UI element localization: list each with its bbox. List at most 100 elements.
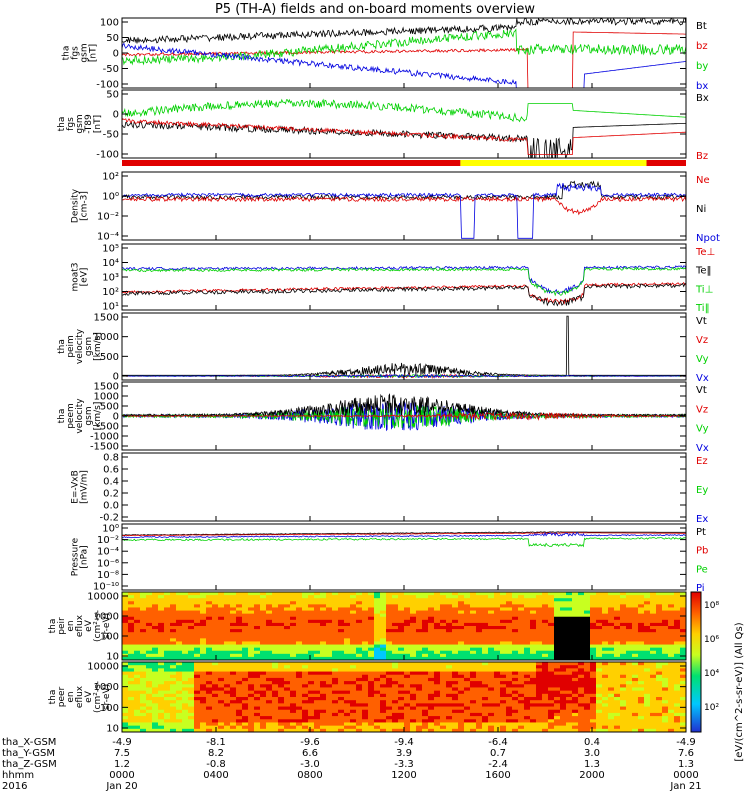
panel-frame-temperature (121, 243, 687, 311)
x-axis-value: 1.3 (678, 759, 694, 770)
y-axis-label: E=-VxB (71, 470, 81, 504)
y-axis-label: gsm (84, 406, 94, 425)
x-axis-value: -3.3 (394, 759, 414, 770)
legend-entry: Ey (696, 485, 708, 496)
y-tick-label: 500 (100, 402, 119, 413)
y-axis-label: eflux (75, 614, 85, 637)
x-axis-value: Jan 20 (105, 781, 137, 792)
panel-frame-density (121, 171, 687, 241)
legend-entry: Vy (696, 424, 709, 435)
y-tick-label: 1000 (94, 682, 119, 693)
y-tick-label: -100 (96, 150, 119, 161)
series-bz (122, 31, 686, 88)
legend-entry: by (696, 61, 708, 72)
x-axis-value: 0.4 (584, 737, 600, 748)
y-tick-label: 10 (106, 724, 119, 735)
legend-entry: Bt (696, 21, 707, 32)
y-tick-label: 100 (100, 632, 119, 643)
y-tick-label: 10⁻² (97, 212, 119, 223)
panel-frame-efield (121, 452, 687, 522)
legend-entry: Pi (696, 583, 705, 594)
x-axis-value: -9.4 (394, 737, 414, 748)
y-axis-label: tha (57, 117, 67, 132)
y-axis-label: fgs (66, 117, 76, 131)
series-pb (122, 532, 686, 537)
series-npot (122, 182, 686, 239)
legend-entry: Vt (696, 385, 707, 396)
series-bz-t89 (122, 118, 686, 155)
y-axis-label: sr-eV) (102, 684, 112, 710)
mode-bar-fast (122, 160, 461, 166)
y-tick-label: 10⁻⁴ (97, 547, 119, 558)
y-tick-label: -50 (103, 130, 119, 141)
y-axis-label: eflux (75, 685, 85, 708)
legend-entry: Ni (696, 204, 706, 215)
y-tick-label: 0.0 (103, 501, 119, 512)
y-axis-label: [km/s] (93, 402, 103, 431)
y-tick-label: -1500 (90, 442, 119, 453)
y-axis-label: tha (57, 409, 67, 424)
y-axis-label: peir (57, 617, 67, 635)
legend-entry: bz (696, 41, 708, 52)
x-axis-value: -4.9 (676, 737, 696, 748)
y-tick-label: 10⁻⁴ (97, 232, 119, 243)
legend-entry: Pb (696, 546, 708, 557)
y-tick-label: 0.6 (103, 465, 119, 476)
colorbar-tick-label: 10⁸ (704, 601, 719, 611)
series-ne (122, 195, 686, 216)
legend-entry: Ti‖ (695, 303, 710, 314)
colorbar-tick-label: 10⁴ (704, 669, 719, 679)
x-axis-value: 0000 (109, 770, 134, 781)
legend-entry: Bx (696, 93, 709, 104)
x-axis-value: -3.0 (300, 759, 320, 770)
y-axis-label: eV (84, 690, 94, 703)
legend-entry: Vt (696, 316, 707, 327)
x-axis-value: 0000 (673, 770, 698, 781)
legend-entry: Vz (696, 335, 708, 346)
series-vz-e (122, 411, 686, 421)
series-ti-par (122, 266, 686, 297)
x-axis-value: Jan 21 (669, 781, 701, 792)
colorbar-tick-label: 10² (704, 703, 719, 713)
electron-heatmap (122, 662, 686, 732)
series-ni (122, 180, 686, 201)
panel-frame-fgs-gsm (121, 17, 687, 89)
series-pe (122, 537, 686, 548)
y-tick-label: 100 (100, 18, 119, 29)
y-tick-label: 1000 (94, 392, 119, 403)
y-tick-label: 10⁵ (102, 244, 119, 255)
y-axis-label: velocity (75, 328, 85, 364)
y-tick-label: 10 (106, 652, 119, 663)
x-axis-value: -9.6 (300, 737, 320, 748)
y-tick-label: 10¹ (102, 302, 119, 313)
y-tick-label: 0 (113, 110, 119, 121)
y-tick-label: 0.4 (103, 477, 119, 488)
legend-entry: Vx (696, 373, 709, 384)
y-axis-label: moat3 (71, 262, 81, 291)
y-tick-label: -100 (96, 80, 119, 91)
x-axis-row-label: tha_X-GSM (2, 737, 56, 748)
x-axis-value: 0400 (203, 770, 228, 781)
y-tick-label: 100 (100, 703, 119, 714)
y-tick-label: 10000 (87, 592, 119, 603)
legend-entry: Ez (696, 456, 708, 467)
series-by (122, 28, 686, 66)
colorbar-tick-label: 10⁶ (704, 635, 719, 645)
legend-entry: Te‖ (695, 266, 712, 277)
mode-bar-slow (460, 160, 647, 166)
x-axis-value: -4.9 (112, 737, 132, 748)
y-axis-label: Pressure (71, 537, 81, 576)
colorbar (690, 591, 702, 733)
x-axis-value: 8.2 (208, 748, 224, 759)
y-tick-label: 10⁻¹⁰ (93, 582, 119, 593)
y-axis-label: gsm (80, 43, 90, 62)
legend-entry: Npot (696, 233, 720, 244)
series-pi (122, 531, 686, 539)
x-axis-value: 1.3 (584, 759, 600, 770)
y-tick-label: 1500 (94, 313, 119, 324)
legend-entry: Te⊥ (695, 247, 715, 258)
x-axis-row-label: hhmm (2, 770, 34, 781)
x-axis-value: -0.8 (206, 759, 226, 770)
y-tick-label: 0 (113, 412, 119, 423)
y-axis-label: gsm (84, 337, 94, 356)
